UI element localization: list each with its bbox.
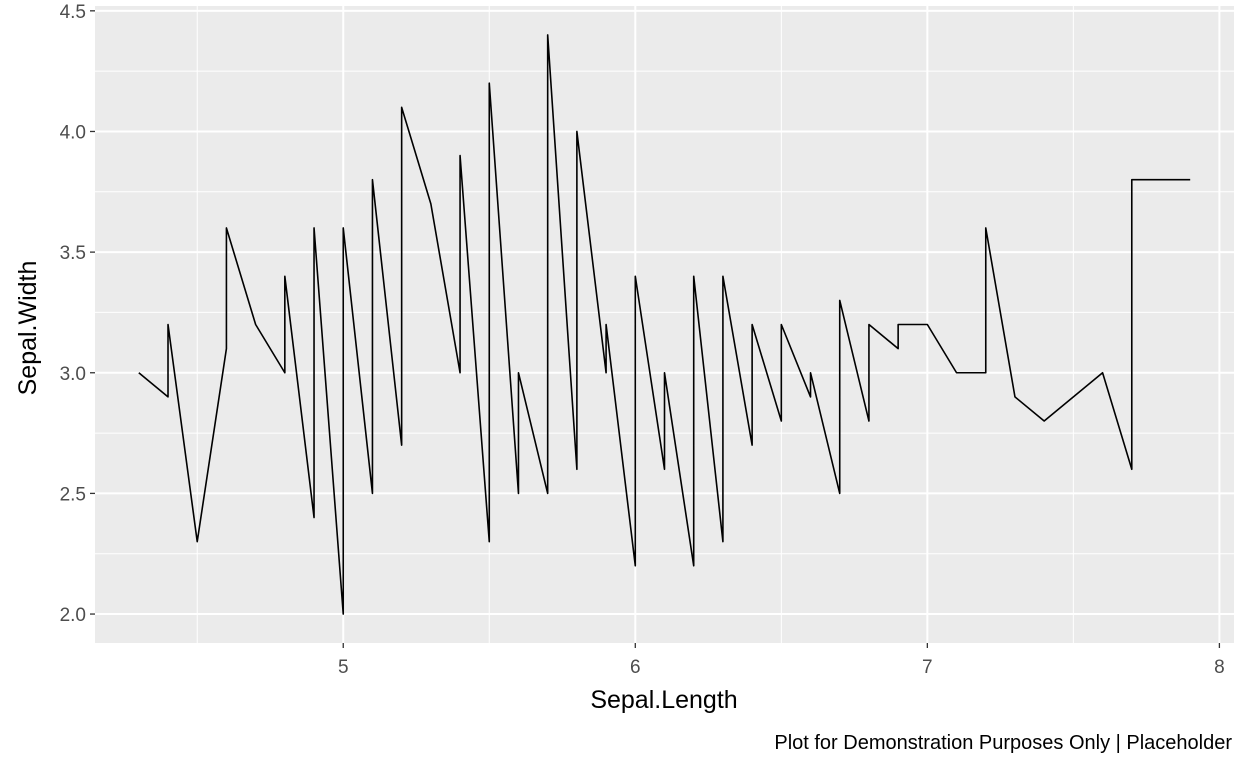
major-gridlines [95,6,1234,643]
y-tick-label: 4.5 [60,2,86,23]
sepal-series-line [138,34,1191,615]
y-tick-label: 4.0 [60,122,86,143]
x-tick-label: 6 [630,657,641,678]
y-tick-label: 3.0 [60,364,86,385]
y-axis: 2.0 2.5 3.0 3.5 4.0 4.5 [60,2,95,626]
x-axis: 5 6 7 8 [338,643,1225,678]
y-tick-label: 2.0 [60,605,86,626]
y-tick-label: 3.5 [60,243,86,264]
plot-caption: Plot for Demonstration Purposes Only | P… [774,732,1232,754]
x-tick-label: 5 [338,657,349,678]
plot-panel [95,6,1234,643]
x-axis-title: Sepal.Length [590,686,737,714]
y-tick-label: 2.5 [60,484,86,505]
x-tick-label: 8 [1214,657,1225,678]
x-tick-label: 7 [922,657,933,678]
y-axis-title: Sepal.Width [14,261,42,396]
